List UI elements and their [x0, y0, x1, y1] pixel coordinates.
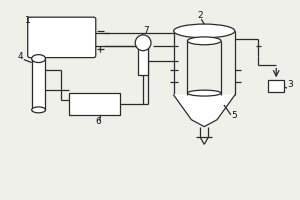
Bar: [268, 80, 284, 92]
Ellipse shape: [174, 24, 235, 38]
Text: 6: 6: [96, 117, 101, 126]
Bar: [138, 48, 148, 75]
FancyBboxPatch shape: [28, 17, 96, 58]
Text: 3: 3: [287, 80, 293, 89]
Text: 2: 2: [197, 11, 203, 20]
Circle shape: [135, 35, 151, 51]
Ellipse shape: [188, 37, 221, 45]
Text: 1: 1: [25, 16, 31, 25]
Polygon shape: [174, 95, 235, 127]
Ellipse shape: [32, 107, 46, 113]
Ellipse shape: [32, 55, 46, 63]
Text: 4: 4: [18, 52, 23, 61]
Text: 5: 5: [231, 111, 237, 120]
Text: 7: 7: [143, 26, 149, 35]
Ellipse shape: [188, 90, 221, 96]
Bar: [32, 59, 46, 110]
Bar: [69, 93, 120, 115]
